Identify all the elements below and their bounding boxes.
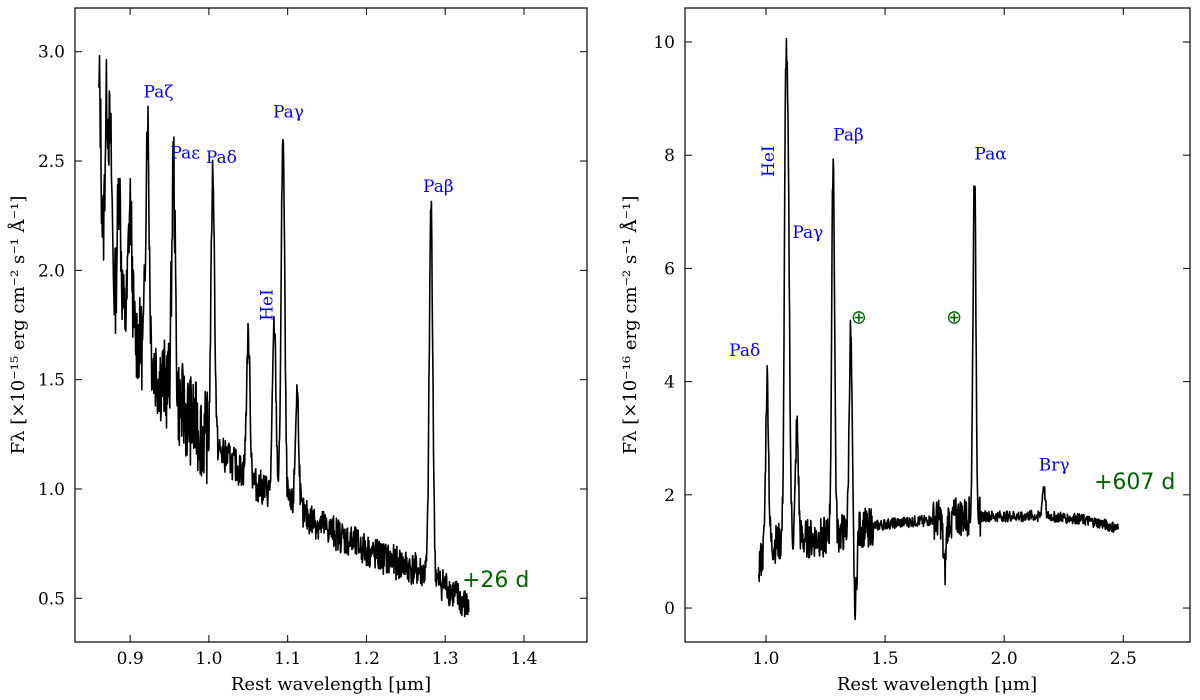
y-tick-label: 2.0 bbox=[38, 261, 65, 281]
line-label-paδ: Paδ bbox=[206, 148, 237, 168]
x-tick-label: 1.2 bbox=[353, 649, 380, 669]
y-tick-label: 2.5 bbox=[38, 152, 65, 172]
x-tick-label: 2.0 bbox=[991, 649, 1018, 669]
y-tick-label: 6 bbox=[664, 259, 675, 279]
line-label-paα: Paα bbox=[974, 144, 1007, 164]
line-labels-left: Paζ Paε Paδ HeI Paγ Paβ bbox=[143, 82, 453, 320]
x-tick-label: 2.5 bbox=[1110, 649, 1137, 669]
telluric-marker: ⊕ bbox=[946, 307, 962, 329]
epoch-label-left: +26 d bbox=[462, 568, 529, 593]
line-label-paε: Paε bbox=[170, 143, 200, 163]
line-label-hei: HeI bbox=[257, 289, 277, 321]
telluric-marker: ⊕ bbox=[851, 307, 867, 329]
x-tick-label: 1.5 bbox=[872, 649, 899, 669]
y-tick-label: 1.0 bbox=[38, 480, 65, 500]
y-tick-label: 0.5 bbox=[38, 589, 65, 609]
line-labels-right: Paδ HeI Paγ Paβ Paα Brγ ⊕ ⊕ bbox=[729, 125, 1069, 475]
y-tick-label: 4 bbox=[664, 373, 675, 393]
line-label-paβ: Paβ bbox=[423, 177, 454, 197]
y-tick-label: 3.0 bbox=[38, 43, 65, 63]
spectrum-line-left bbox=[97, 54, 470, 618]
plot-frame-left bbox=[74, 7, 588, 643]
line-label-paγ: Paγ bbox=[792, 223, 823, 243]
x-tick-label: 1.4 bbox=[510, 649, 537, 669]
ticks-left: 0.9 1.0 1.1 1.2 1.3 1.4 0.5 1.0 1.5 2.0 2.5 3.0 bbox=[38, 8, 587, 669]
y-tick-label: 1.5 bbox=[38, 371, 65, 391]
line-label-paγ: Paγ bbox=[273, 102, 304, 122]
x-tick-label: 1.1 bbox=[274, 649, 301, 669]
line-label-paζ: Paζ bbox=[143, 82, 173, 102]
x-tick-label: 1.3 bbox=[432, 649, 459, 669]
line-label-brγ: Brγ bbox=[1039, 455, 1070, 475]
x-tick-label: 1.0 bbox=[752, 649, 779, 669]
epoch-label-right: +607 d bbox=[1094, 470, 1175, 495]
x-tick-label: 1.0 bbox=[195, 649, 222, 669]
ticks-right: 1.0 1.5 2.0 2.5 0 2 4 6 8 10 bbox=[653, 8, 1190, 669]
y-tick-label: 0 bbox=[664, 599, 675, 619]
spectrum-line-right bbox=[758, 37, 1120, 621]
line-label-hei: HeI bbox=[759, 145, 779, 177]
y-tick-label: 2 bbox=[664, 486, 675, 506]
line-label-paβ: Paβ bbox=[833, 125, 864, 145]
y-tick-label: 10 bbox=[653, 33, 675, 53]
line-label-paδ: Paδ bbox=[729, 341, 760, 361]
y-axis-label-right: Fλ [×10⁻¹⁶ erg cm⁻² s⁻¹ Å⁻¹] bbox=[619, 196, 641, 455]
panel-right: 1.0 1.5 2.0 2.5 0 2 4 6 8 10 Paδ HeI Paγ Paβ Paα Brγ ⊕ ⊕… bbox=[619, 7, 1191, 695]
y-tick-label: 8 bbox=[664, 146, 675, 166]
x-tick-label: 0.9 bbox=[117, 649, 144, 669]
x-axis-label-right: Rest wavelength [μm] bbox=[837, 674, 1037, 695]
x-axis-label-left: Rest wavelength [μm] bbox=[231, 674, 431, 695]
plot-frame-right bbox=[684, 7, 1191, 643]
y-axis-label-left: Fλ [×10⁻¹⁵ erg cm⁻² s⁻¹ Å⁻¹] bbox=[7, 196, 29, 455]
panel-left: 0.9 1.0 1.1 1.2 1.3 1.4 0.5 1.0 1.5 2.0 2.5 3.0 Paζ… bbox=[7, 7, 588, 695]
